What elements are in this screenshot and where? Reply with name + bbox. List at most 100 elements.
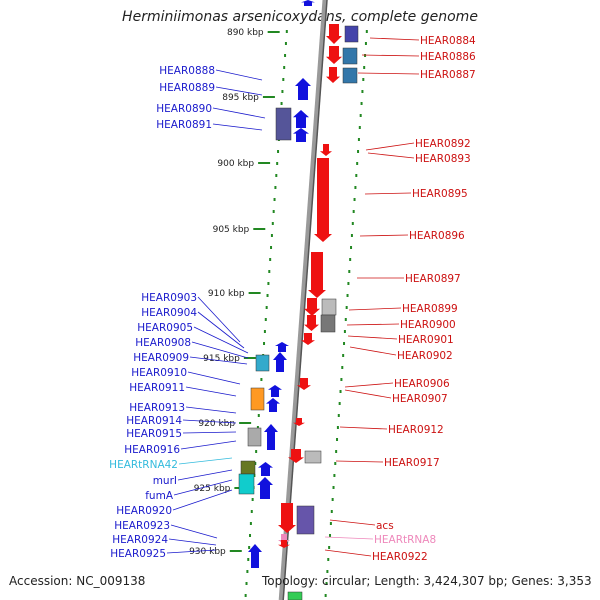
gene-arrow-right xyxy=(288,449,304,463)
gene-box-left xyxy=(250,387,265,411)
leader-line-left xyxy=(215,69,263,81)
gene-label-left: murI xyxy=(153,475,177,487)
backbone-edge xyxy=(282,0,328,600)
left-tick-dot xyxy=(273,198,276,201)
gene-arrow-right xyxy=(297,378,311,390)
leader-line-left xyxy=(187,371,241,385)
left-tick-dot xyxy=(260,378,263,381)
leader-line-left xyxy=(182,431,237,434)
kbp-tick-label: 905 kbp xyxy=(213,225,250,235)
leader-line-left xyxy=(197,311,245,349)
left-tick-dot xyxy=(269,258,272,261)
gene-label-right: HEAR0912 xyxy=(388,424,444,436)
leader-line-right xyxy=(348,307,402,311)
right-tick-dot xyxy=(351,222,354,225)
leader-line-left xyxy=(170,524,218,539)
right-tick-dot xyxy=(349,258,352,261)
left-tick-dot xyxy=(256,426,259,429)
gene-box-left xyxy=(238,473,255,495)
left-tick-dot xyxy=(247,558,250,561)
gene-box-left xyxy=(247,427,262,447)
left-tick-dot xyxy=(244,594,247,597)
right-tick-dot xyxy=(332,486,335,489)
right-tick-dot xyxy=(348,270,351,273)
left-tick-dot xyxy=(257,414,260,417)
left-tick-dot xyxy=(272,210,275,213)
gene-label-left: HEAR0913 xyxy=(129,402,185,414)
gene-label-right: HEAR0907 xyxy=(392,393,448,405)
gene-label-left: HEAR0920 xyxy=(116,505,172,517)
right-tick-dot xyxy=(350,234,353,237)
left-tick-dot xyxy=(282,78,285,81)
leader-line-left xyxy=(197,296,241,343)
gene-arrow-left xyxy=(293,110,309,128)
gene-box-right xyxy=(342,67,358,84)
gene-label-left: HEAR0924 xyxy=(112,534,168,546)
leader-line-right xyxy=(367,152,415,159)
left-tick-dot xyxy=(284,54,287,57)
gene-arrow-left xyxy=(248,544,262,568)
gene-box-right xyxy=(304,450,322,464)
right-tick-dot xyxy=(325,582,328,585)
right-tick-dot xyxy=(365,30,368,33)
right-tick-dot xyxy=(347,282,350,285)
left-tick-dot xyxy=(268,270,271,273)
left-tick-dot xyxy=(248,546,251,549)
right-tick-dot xyxy=(356,162,359,165)
kbp-tick-label: 895 kbp xyxy=(222,93,259,103)
left-tick-dot xyxy=(265,306,268,309)
right-tick-dot xyxy=(335,450,338,453)
right-tick-dot xyxy=(357,138,360,141)
right-tick-dot xyxy=(352,210,355,213)
kbp-tick-label: 925 kbp xyxy=(194,484,231,494)
left-tick-dot xyxy=(264,318,267,321)
leader-line-left xyxy=(212,107,266,119)
gene-label-left: HEAR0908 xyxy=(135,337,191,349)
left-tick-dot xyxy=(281,90,284,93)
left-tick-dot xyxy=(274,186,277,189)
right-tick-dot xyxy=(345,306,348,309)
right-tick-dot xyxy=(343,330,346,333)
gene-box-right xyxy=(344,25,359,43)
gene-arrow-left xyxy=(295,78,311,100)
gene-label-right: HEAR0892 xyxy=(415,138,471,150)
gene-label-right: HEAR0906 xyxy=(394,378,450,390)
left-tick-dot xyxy=(275,174,278,177)
gene-label-left: HEAR0903 xyxy=(141,292,197,304)
gene-arrow-right xyxy=(304,298,320,316)
right-tick-dot xyxy=(336,426,339,429)
leader-line-left xyxy=(182,419,237,424)
right-tick-dot xyxy=(329,534,332,537)
leader-line-right xyxy=(359,234,409,237)
gene-label-left: HEAR0923 xyxy=(114,520,170,532)
gene-arrow-right xyxy=(326,24,342,44)
left-tick-dot xyxy=(251,498,254,501)
gene-label-right: HEAR0902 xyxy=(397,350,453,362)
map-title: Herminiimonas arsenicoxydans, complete g… xyxy=(122,9,478,25)
leader-line-left xyxy=(185,406,237,414)
gene-label-right: HEAR0917 xyxy=(384,457,440,469)
gene-arrow-left xyxy=(268,385,282,397)
left-tick-dot xyxy=(249,522,252,525)
leader-line-right xyxy=(347,335,398,340)
leader-line-left xyxy=(189,356,248,365)
left-tick-dot xyxy=(253,474,256,477)
gene-arrow-left xyxy=(258,462,273,476)
gene-label-left: HEAR0905 xyxy=(137,322,193,334)
left-tick-dot xyxy=(267,282,270,285)
gene-label-right: HEAR0895 xyxy=(412,188,468,200)
right-tick-dot xyxy=(333,474,336,477)
gene-arrow-right xyxy=(293,418,305,426)
leader-line-left xyxy=(212,123,263,131)
right-tick-dot xyxy=(354,186,357,189)
leader-line-right xyxy=(346,323,400,326)
left-tick-dot xyxy=(266,294,269,297)
left-tick-dot xyxy=(250,510,253,513)
gene-label-right: HEAR0900 xyxy=(400,319,456,331)
gene-label-left: HEAR0911 xyxy=(129,382,185,394)
kbp-tick-label: 920 kbp xyxy=(198,419,235,429)
gene-label-right: acs xyxy=(376,520,394,532)
right-tick-dot xyxy=(331,498,334,501)
gene-label-left: HEARtRNA42 xyxy=(109,459,178,471)
